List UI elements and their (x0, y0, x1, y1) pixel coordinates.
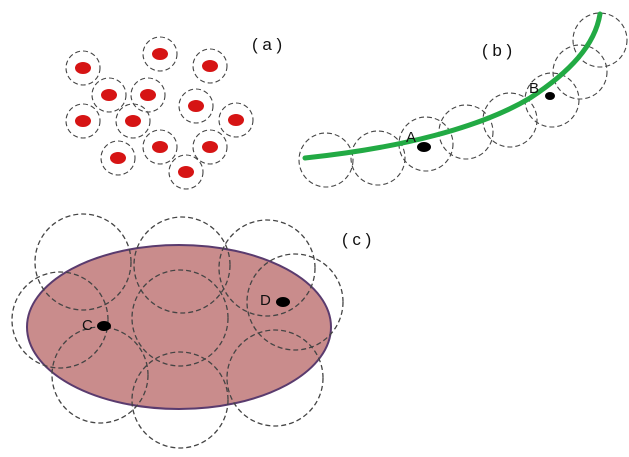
red-point (202, 141, 218, 153)
neighborhood-circle (142, 36, 178, 72)
region-cover-circle (11, 271, 109, 369)
neighborhood-circle (91, 77, 127, 113)
region-cover-circle (133, 216, 231, 314)
region-cover-circle (226, 329, 324, 427)
point-b-marker (545, 92, 555, 100)
neighborhood-circle (115, 103, 151, 139)
curve-cover-circle (572, 12, 628, 68)
panel-b: ( b ) A B (298, 11, 628, 188)
region-cover-circle (131, 269, 229, 367)
red-point (101, 89, 117, 101)
panel-a-label: ( a ) (252, 35, 282, 54)
red-point (202, 60, 218, 72)
neighborhood-circle (192, 129, 228, 165)
panel-c-label: ( c ) (342, 230, 371, 249)
panel-b-label: ( b ) (482, 41, 512, 60)
red-point (110, 152, 126, 164)
panel-c: ( c ) C D (11, 213, 371, 449)
neighborhood-circle (178, 88, 214, 124)
region-ellipse (26, 244, 332, 410)
red-point (140, 89, 156, 101)
curve-cover-circle (298, 132, 354, 188)
point-a-label: A (406, 129, 416, 146)
red-point (228, 114, 244, 126)
red-point (188, 100, 204, 112)
neighborhood-circle (168, 154, 204, 190)
point-a-marker (417, 142, 431, 152)
point-c-label: C (82, 317, 93, 334)
panel-a: ( a ) (65, 35, 282, 190)
neighborhood-circle (100, 140, 136, 176)
red-point (75, 62, 91, 74)
panel-a-point-group (75, 48, 244, 178)
neighborhood-circle (65, 103, 101, 139)
red-point (152, 48, 168, 60)
region-cover-circle (218, 219, 316, 317)
red-point (125, 115, 141, 127)
neighborhood-circle (218, 102, 254, 138)
point-b-label: B (529, 80, 539, 97)
neighborhood-circle (142, 129, 178, 165)
neighborhood-circle (192, 48, 228, 84)
panel-b-curve (302, 11, 603, 161)
region-cover-circle (131, 351, 229, 449)
region-cover-circle (34, 213, 132, 311)
region-cover-circle (246, 253, 344, 351)
neighborhood-circle (65, 50, 101, 86)
panel-a-circle-group (65, 36, 254, 190)
curve-cover-circle (350, 130, 406, 186)
curve-cover-circle (552, 44, 608, 100)
point-c-marker (97, 321, 111, 331)
point-d-label: D (260, 292, 271, 309)
point-d-marker (276, 297, 290, 307)
red-point (178, 166, 194, 178)
red-point (75, 115, 91, 127)
panel-b-circle-group (298, 12, 628, 188)
red-point (152, 141, 168, 153)
